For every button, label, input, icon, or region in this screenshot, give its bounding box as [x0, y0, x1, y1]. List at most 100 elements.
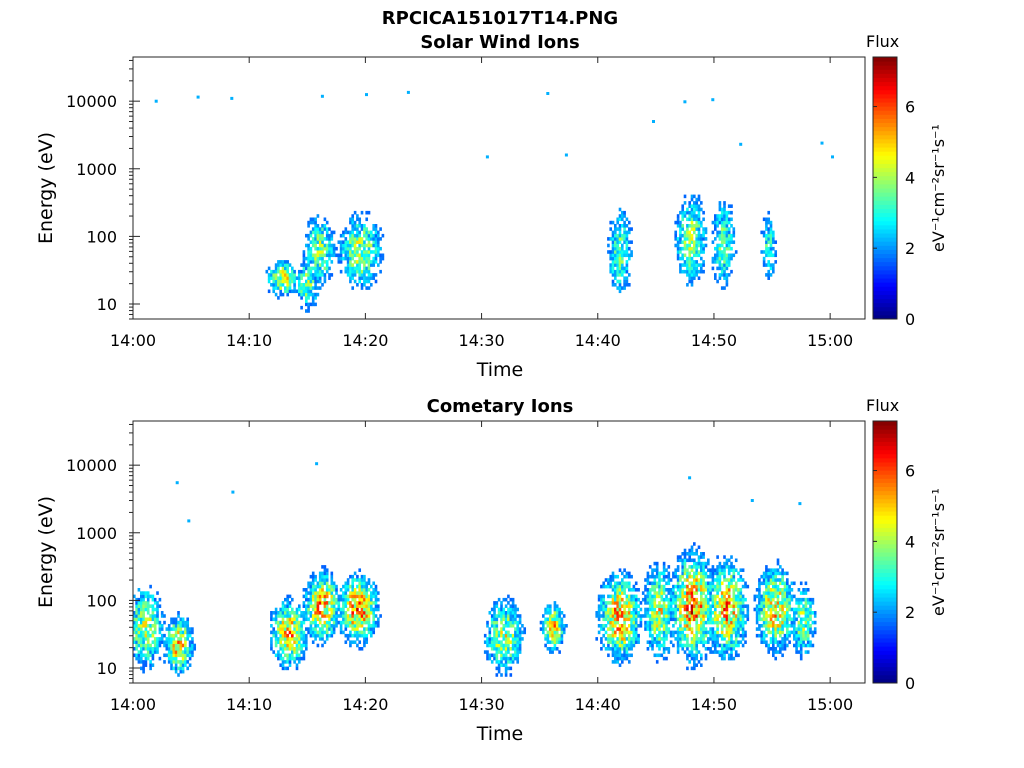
- flux-cell: [727, 594, 731, 599]
- flux-cell: [704, 601, 708, 605]
- flux-cell: [616, 217, 620, 222]
- flux-cell: [737, 617, 740, 622]
- flux-cell: [367, 276, 371, 280]
- flux-cell: [695, 647, 699, 651]
- flux-cell: [709, 571, 712, 576]
- flux-cell: [135, 604, 138, 608]
- flux-cell: [346, 617, 350, 622]
- colorbar-segment: [873, 502, 897, 508]
- flux-cell: [769, 614, 773, 618]
- flux-cell: [353, 624, 357, 628]
- flux-cell: [695, 561, 699, 566]
- flux-cell: [351, 214, 355, 218]
- flux-cell: [690, 627, 694, 631]
- flux-cell: [665, 568, 668, 572]
- flux-cell: [746, 614, 750, 618]
- flux-cell: [741, 637, 745, 641]
- flux-cell: [611, 627, 615, 631]
- flux-cell: [611, 653, 615, 658]
- flux-cell: [163, 640, 166, 644]
- flux-cell: [514, 607, 517, 612]
- flux-cell: [616, 233, 620, 238]
- flux-cell: [344, 584, 348, 589]
- flux-cell: [356, 574, 359, 579]
- flux-cell: [511, 607, 515, 612]
- flux-cell: [316, 594, 320, 599]
- flux-cell: [667, 578, 671, 582]
- x-tick-label: 15:00: [807, 695, 853, 714]
- flux-cell: [658, 578, 661, 582]
- flux-cell: [560, 633, 564, 638]
- flux-cell: [725, 588, 729, 592]
- flux-cell: [272, 283, 276, 287]
- flux-cell: [762, 260, 766, 264]
- flux-cell: [305, 273, 308, 277]
- flux-cell: [346, 581, 350, 586]
- colorbar-segment: [873, 560, 897, 565]
- flux-cell: [667, 604, 671, 608]
- flux-cell: [288, 601, 292, 605]
- flux-cell: [188, 643, 192, 648]
- flux-cell: [683, 240, 687, 244]
- flux-cell: [781, 594, 784, 599]
- flux-cell: [286, 614, 290, 618]
- flux-cell: [611, 611, 615, 615]
- flux-cell: [295, 620, 299, 625]
- colorbar-segment: [873, 310, 897, 316]
- flux-cell: [727, 601, 731, 605]
- flux-cell: [311, 581, 315, 586]
- flux-cell: [618, 207, 622, 212]
- flux-cell: [356, 584, 359, 589]
- flux-cell: [760, 601, 764, 605]
- flux-cell: [344, 627, 348, 631]
- flux-cell: [744, 630, 747, 635]
- flux-cell: [718, 276, 722, 280]
- flux-cell: [769, 220, 773, 225]
- flux-cell: [658, 601, 661, 605]
- flux-cell: [648, 614, 652, 618]
- flux-cell: [302, 656, 306, 661]
- flux-cell: [135, 624, 138, 628]
- flux-cell: [314, 620, 317, 625]
- flux-cell: [188, 627, 192, 631]
- flux-cell: [295, 614, 299, 618]
- flux-cell: [305, 243, 308, 248]
- flux-cell: [279, 640, 283, 644]
- flux-cell: [305, 256, 308, 261]
- flux-cell: [776, 643, 780, 648]
- flux-cell: [758, 597, 761, 602]
- flux-cell: [667, 607, 671, 612]
- flux-cell: [688, 650, 692, 654]
- flux-cell: [490, 643, 494, 648]
- flux-cell: [349, 614, 352, 618]
- flux-cell: [284, 640, 287, 644]
- flux-cell: [318, 286, 322, 290]
- flux-cell: [621, 643, 624, 648]
- flux-cell: [720, 266, 724, 271]
- flux-cell: [711, 601, 715, 605]
- flux-cell: [488, 611, 492, 615]
- flux-cell: [558, 620, 561, 625]
- flux-cell: [184, 660, 187, 664]
- flux-cell: [307, 283, 310, 287]
- flux-cell: [318, 243, 322, 248]
- colorbar-segment: [873, 302, 897, 308]
- flux-cell: [353, 220, 357, 225]
- flux-cell: [686, 578, 689, 582]
- flux-cell: [497, 597, 501, 602]
- flux-cell: [686, 266, 689, 271]
- flux-cell: [611, 233, 615, 238]
- flux-cell: [693, 558, 696, 563]
- flux-cell: [679, 555, 682, 559]
- flux-cell: [509, 660, 513, 664]
- flux-cell: [630, 604, 633, 608]
- flux-cell: [799, 630, 803, 635]
- flux-cell: [293, 614, 296, 618]
- flux-cell: [767, 614, 771, 618]
- colorbar-segment: [873, 666, 897, 672]
- colorbar-segment: [873, 106, 897, 111]
- flux-cell: [321, 581, 324, 586]
- flux-cell: [309, 220, 313, 225]
- flux-cell: [681, 571, 685, 576]
- flux-cell: [288, 289, 292, 294]
